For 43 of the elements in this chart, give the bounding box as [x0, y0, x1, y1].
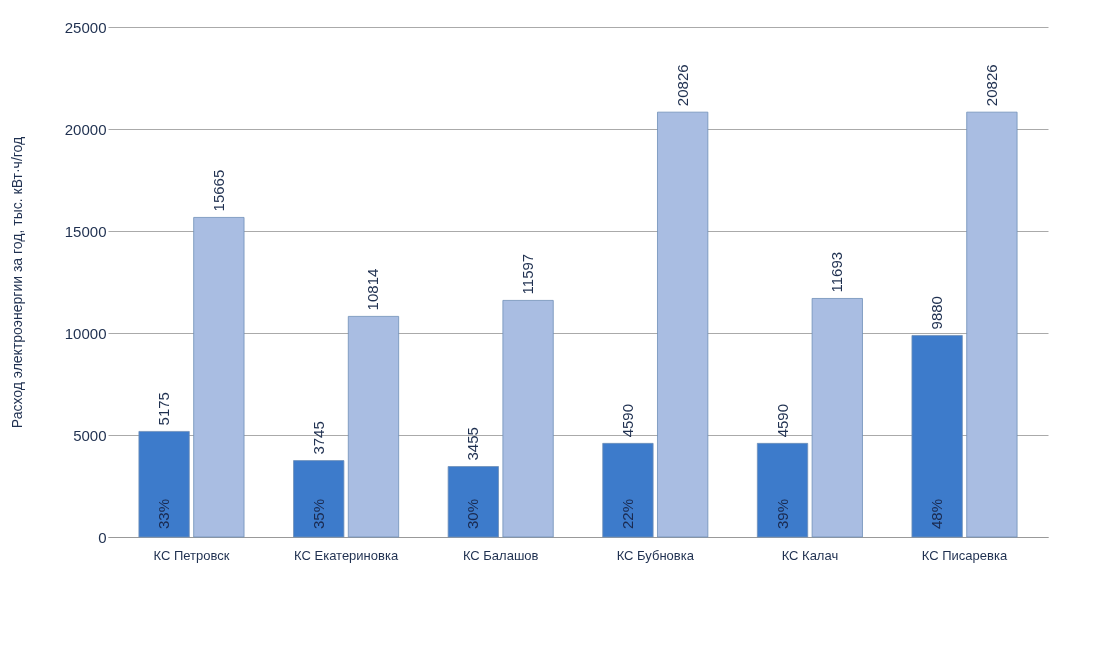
bar [347, 315, 400, 538]
data-label: 3745 [309, 421, 327, 455]
x-tick-label: КС Писаревка [921, 547, 1008, 563]
annotation: 39% [773, 498, 791, 529]
bar [966, 111, 1018, 538]
data-label: 10814 [364, 268, 382, 311]
bar [756, 442, 809, 538]
x-tick-label: КС Калач [781, 547, 839, 563]
data-label: 4590 [773, 403, 791, 438]
data-label: 15665 [209, 169, 227, 212]
y-tick-label: 20000 [64, 120, 107, 138]
y-tick-label: 15000 [64, 222, 107, 240]
data-label: 20826 [673, 64, 691, 107]
bar [193, 217, 245, 538]
x-tick-label: КС Екатериновка [294, 547, 399, 563]
x-tick-label: КС Балашов [462, 547, 539, 563]
annotation: 35% [309, 498, 327, 529]
bar [657, 111, 709, 538]
data-label: 5175 [155, 392, 173, 426]
data-label: 4590 [618, 403, 636, 438]
y-tick-label: 10000 [64, 324, 107, 342]
annotation: 48% [928, 498, 946, 529]
y-tick-label: 0 [98, 528, 107, 546]
x-tick-label: КС Бубновка [616, 547, 695, 563]
annotation: 33% [155, 498, 173, 529]
data-label: 20826 [982, 64, 1000, 107]
data-label: 9880 [928, 296, 946, 330]
bar [502, 300, 554, 538]
bar [911, 335, 963, 538]
bar [293, 460, 345, 538]
bar [811, 298, 863, 538]
bar [602, 442, 654, 538]
y-axis-title: Расход электроэнергии за год, тыс. кВт·ч/год [8, 136, 25, 429]
bar [447, 466, 499, 538]
x-tick-label: КС Петровск [153, 547, 230, 563]
y-tick-label: 5000 [73, 426, 107, 444]
annotation: 30% [464, 498, 482, 529]
data-label: 11693 [828, 251, 846, 293]
y-tick-label: 25000 [64, 18, 107, 36]
data-label: 11597 [519, 253, 537, 295]
annotation: 22% [618, 498, 636, 529]
bar [138, 431, 190, 538]
data-label: 3455 [464, 427, 482, 461]
